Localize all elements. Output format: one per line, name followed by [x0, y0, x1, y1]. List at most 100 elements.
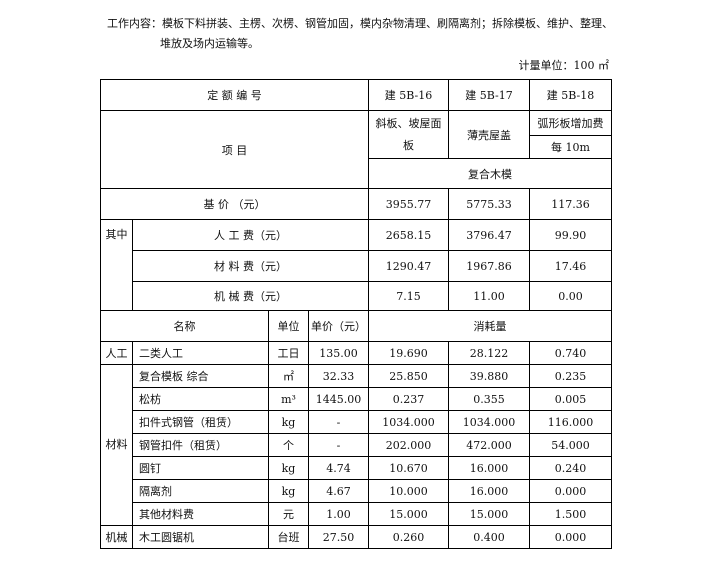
work-content: 工作内容：模板下料拼装、主楞、次楞、钢管加固，模内杂物清理、刷隔离剂；拆除模板、… — [107, 14, 627, 54]
work-content-label: 工作内容： — [107, 17, 162, 30]
consumption-value: 116.000 — [529, 410, 612, 434]
resource-row: 钢管扣件（租赁）个 -202.000 472.000 54.000 — [101, 433, 612, 457]
work-content-line1: 模板下料拼装、主楞、次楞、钢管加固，模内杂物清理、刷隔离剂；拆除模板、维护、整理… — [162, 17, 613, 30]
item-name: 斜板、坡屋面板 — [368, 110, 449, 159]
resource-price: - — [308, 433, 369, 457]
consumption-value: 28.122 — [448, 341, 530, 365]
code: 建 5B-17 — [448, 79, 530, 111]
among-row-label: 人 工 费（元） — [132, 219, 369, 251]
resource-row: 其他材料费元 1.00 15.000 15.000 1.500 — [101, 502, 612, 526]
resource-name: 二类人工 — [132, 341, 269, 365]
consumption-value: 10.000 — [368, 479, 449, 503]
cost: 7.15 — [368, 281, 449, 311]
resource-unit: 工日 — [268, 341, 309, 365]
resource-unit: kg — [268, 479, 309, 503]
resource-unit: 个 — [268, 433, 309, 457]
cost: 0.00 — [529, 281, 612, 311]
cost: 17.46 — [529, 250, 612, 282]
consumption-value: 0.400 — [448, 525, 530, 549]
resource-row: 人工 二类人工 工日 135.00 19.690 28.122 0.740 — [100, 341, 612, 365]
resource-unit: ㎡ — [268, 364, 309, 388]
resource-price: - — [308, 410, 369, 434]
consumption-value: 16.000 — [448, 456, 530, 480]
among-label: 其中 — [100, 219, 133, 311]
consumption-value: 1034.000 — [448, 410, 530, 434]
cost: 2658.15 — [368, 219, 449, 251]
resource-price: 1445.00 — [308, 387, 369, 411]
resource-unit: kg — [268, 456, 309, 480]
consumption-value: 0.005 — [529, 387, 612, 411]
base-price: 117.36 — [529, 188, 612, 220]
consumption-value: 15.000 — [448, 502, 530, 526]
col-unit: 单位 — [268, 310, 309, 342]
cost: 11.00 — [448, 281, 530, 311]
consumption-value: 1034.000 — [368, 410, 449, 434]
resource-name: 圆钉 — [132, 456, 269, 480]
code: 建 5B-18 — [529, 79, 612, 111]
group-machine: 机械 — [100, 525, 133, 549]
cost: 1967.86 — [448, 250, 530, 282]
resource-price: 135.00 — [308, 341, 369, 365]
resource-row: 隔离剂 kg 4.67 10.000 16.000 0.000 — [101, 479, 612, 503]
col-price: 单价（元） — [308, 310, 369, 342]
item-label: 项 目 — [100, 110, 369, 189]
quota-table: 定 额 编 号 建 5B-16 建 5B-17 建 5B-18 项 目 斜板、坡屋面… — [100, 79, 612, 549]
code: 建 5B-16 — [368, 79, 449, 111]
quota-code-label: 定 额 编 号 — [100, 79, 369, 111]
col-name: 名称 — [100, 310, 269, 342]
consumption-value: 0.000 — [529, 525, 612, 549]
consumption-value: 15.000 — [368, 502, 449, 526]
resource-name: 木工圆锯机 — [132, 525, 269, 549]
measure-unit: 计量单位：100 ㎡ — [518, 59, 610, 72]
consumption-value: 10.670 — [368, 456, 449, 480]
consumption-value: 0.000 — [529, 479, 612, 503]
consumption-value: 0.740 — [529, 341, 612, 365]
item-name: 弧形板增加费 — [529, 110, 612, 136]
resource-price: 1.00 — [308, 502, 369, 526]
resource-price: 32.33 — [308, 364, 369, 388]
resource-name: 扣件式钢管（租赁） — [132, 410, 269, 434]
resource-row: 圆钉 kg 4.74 10.670 16.000 0.240 — [101, 456, 612, 480]
resource-unit: 元 — [268, 502, 309, 526]
consumption-value: 0.260 — [368, 525, 449, 549]
resource-price: 4.74 — [308, 456, 369, 480]
item-sub: 每 10m — [529, 135, 612, 159]
resource-name: 其他材料费 — [132, 502, 269, 526]
cost: 99.90 — [529, 219, 612, 251]
consumption-value: 54.000 — [529, 433, 612, 457]
consumption-value: 0.355 — [448, 387, 530, 411]
work-content-line2: 堆放及场内运输等。 — [160, 37, 259, 50]
item-name: 薄壳屋盖 — [448, 110, 530, 159]
cost: 3796.47 — [448, 219, 530, 251]
resource-name: 松枋 — [132, 387, 269, 411]
resource-name: 隔离剂 — [132, 479, 269, 503]
col-consumption: 消耗量 — [368, 310, 612, 342]
base-price: 5775.33 — [448, 188, 530, 220]
base-price-label: 基 价 （元） — [100, 188, 369, 220]
group-label: 复合木模 — [368, 158, 612, 189]
consumption-value: 1.500 — [529, 502, 612, 526]
resource-price: 27.50 — [308, 525, 369, 549]
group-material: 材料 — [100, 364, 133, 526]
among-row-label: 机 械 费（元） — [132, 281, 369, 311]
resource-row: 机械 木工圆锯机 台班 27.50 0.260 0.400 0.000 — [100, 525, 612, 549]
resource-price: 4.67 — [308, 479, 369, 503]
consumption-value: 472.000 — [448, 433, 530, 457]
consumption-value: 0.235 — [529, 364, 612, 388]
consumption-value: 25.850 — [368, 364, 449, 388]
group-labor: 人工 — [100, 341, 133, 365]
consumption-value: 16.000 — [448, 479, 530, 503]
resource-unit: m³ — [268, 387, 309, 411]
resource-unit: kg — [268, 410, 309, 434]
consumption-value: 202.000 — [368, 433, 449, 457]
consumption-value: 39.880 — [448, 364, 530, 388]
base-price: 3955.77 — [368, 188, 449, 220]
consumption-value: 0.240 — [529, 456, 612, 480]
resource-name: 钢管扣件（租赁） — [132, 433, 269, 457]
resource-row: 松枋 m³ 1445.00 0.237 0.355 0.005 — [101, 387, 612, 411]
resource-row: 扣件式钢管（租赁） kg -1034.000 1034.000 116.000 — [101, 410, 612, 434]
consumption-value: 0.237 — [368, 387, 449, 411]
resource-name: 复合模板 综合 — [132, 364, 269, 388]
consumption-value: 19.690 — [368, 341, 449, 365]
